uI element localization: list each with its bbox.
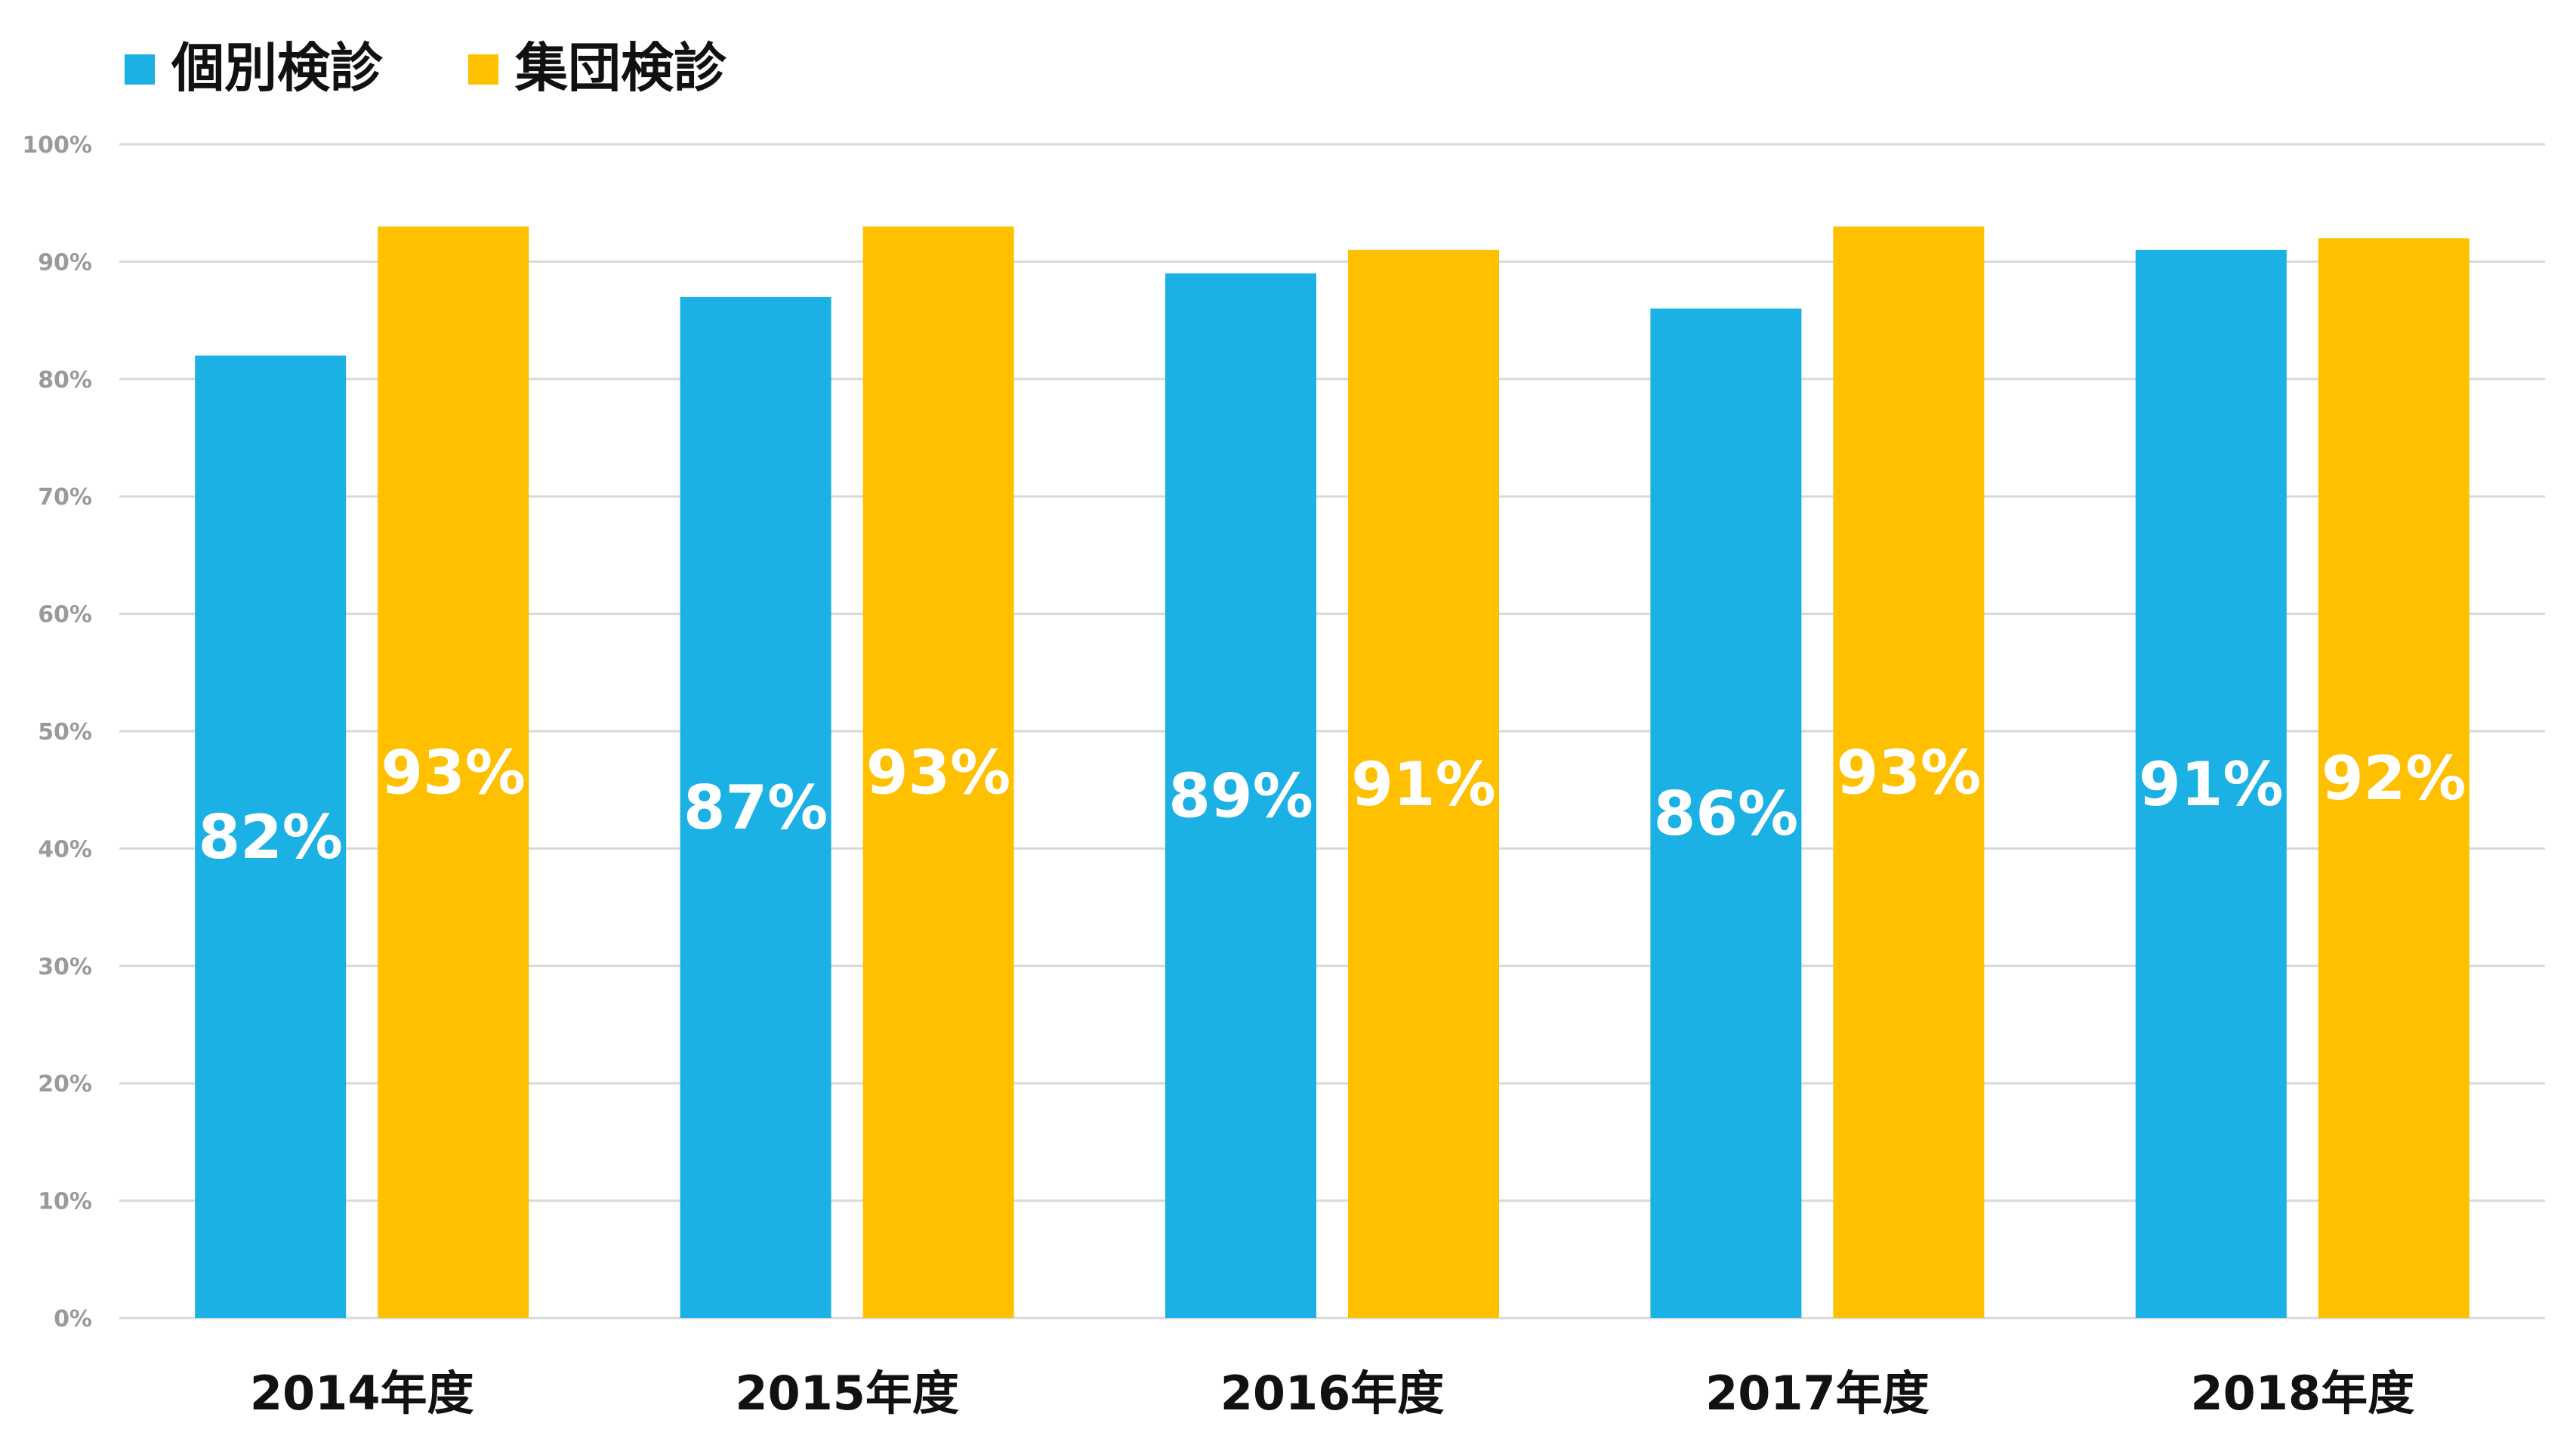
bar-kobetsu-0 [195,355,347,1319]
bar-data-label: 86% [1654,779,1798,849]
bar-shudan-1 [862,226,1014,1318]
bar-kobetsu-1 [680,297,831,1318]
bar-data-label: 91% [1351,749,1495,820]
x-tick-label: 2018年度 [2191,1366,2415,1421]
y-tick-label: 90% [38,249,92,276]
x-axis-ticks: 2014年度 2015年度 2016年度 2017年度 2018年度 [250,1366,2414,1421]
legend-label-kobetsu: 個別検診 [171,37,384,99]
bar-data-label: 92% [2321,743,2466,813]
y-tick-label: 100% [22,132,92,159]
bar-data-label: 82% [198,802,342,872]
legend-label-shudan: 集団検診 [514,37,727,99]
y-tick-label: 30% [38,954,92,980]
y-tick-label: 10% [38,1189,92,1215]
legend-swatch-kobetsu [125,54,155,85]
bar-data-label: 91% [2139,749,2283,820]
bar-data-label: 87% [683,773,828,843]
bar-data-label: 93% [866,737,1010,807]
bar-kobetsu-2 [1165,273,1316,1319]
bar-data-label: 89% [1168,761,1313,831]
bar-kobetsu-4 [2135,249,2287,1318]
y-tick-label: 80% [38,367,92,394]
x-tick-label: 2015年度 [735,1366,959,1421]
x-tick-label: 2017年度 [1705,1366,1930,1421]
y-tick-label: 0% [54,1306,92,1332]
legend-swatch-shudan [468,54,498,85]
x-tick-label: 2014年度 [250,1366,474,1421]
bar-data-label: 93% [1837,737,1981,807]
bar-shudan-0 [378,226,529,1318]
y-axis-ticks: 0% 10% 20% 30% 40% 50% 60% 70% 80% 90% 100% [22,132,92,1332]
bar-shudan-3 [1833,226,1985,1318]
y-tick-label: 20% [38,1071,92,1097]
bars [195,226,2470,1319]
y-tick-label: 40% [38,836,92,863]
y-tick-label: 50% [38,719,92,746]
bar-shudan-2 [1348,249,1499,1318]
bar-kobetsu-3 [1650,308,1802,1318]
legend: 個別検診 集団検診 [125,37,727,99]
x-tick-label: 2016年度 [1220,1366,1445,1421]
y-tick-label: 60% [38,602,92,628]
y-tick-label: 70% [38,484,92,511]
bar-shudan-4 [2318,238,2470,1318]
bar-data-labels: 82% 93% 87% 93% 89% 91% 86% 93% 91% 92% [198,737,2466,872]
bar-data-label: 93% [381,737,525,807]
